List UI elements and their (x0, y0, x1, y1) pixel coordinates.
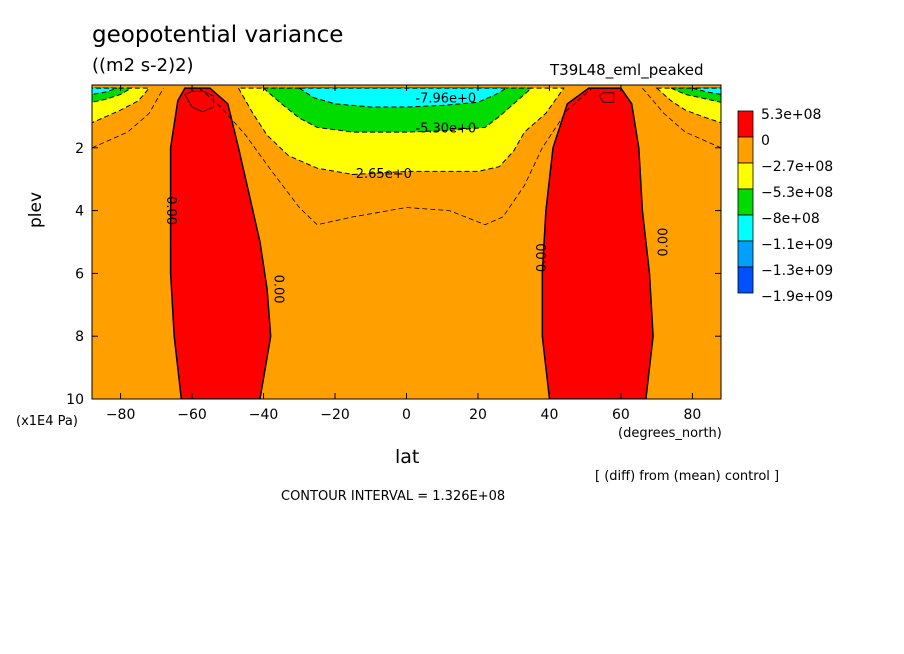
region-nh-polar-cyan (692, 87, 721, 95)
contour-label: -2.65e+0 (351, 167, 412, 182)
legend-label: −1.3e+09 (761, 263, 833, 279)
dashed-contour-1 (198, 87, 593, 226)
contour-label: 0.00 (656, 228, 671, 257)
contour-label: -5.30e+0 (415, 121, 476, 136)
contour-labels: -7.96e+0 -5.30e+0 -2.65e+0 0.00 0.00 0.00 0.00 (163, 92, 671, 304)
legend-swatch (737, 136, 754, 164)
x-axis-label: lat (395, 446, 420, 468)
legend-label: −1.1e+09 (761, 237, 833, 253)
axes: −80 −60 −40 −20 0 20 40 60 80 2 4 6 8 10 (66, 85, 721, 423)
y-tick-label: 4 (75, 204, 84, 220)
legend-swatch (737, 162, 754, 190)
diff-subtitle: [ (diff) from (mean) control ] (595, 469, 780, 484)
legend-swatch (737, 110, 754, 138)
contour-label: 0.00 (270, 275, 285, 304)
contour-label: -7.96e+0 (415, 92, 476, 107)
closed-contour-1 (598, 92, 615, 103)
region-sh-polar-cyan (92, 87, 118, 95)
colorbar-legend: 5.3e+08 0 −2.7e+08 −5.3e+08 −8e+08 −1.1e+09 −1… (737, 107, 833, 305)
y-tick-label: 6 (75, 266, 84, 282)
region-neg-cyan (297, 87, 509, 108)
x-tick-label: 20 (469, 407, 487, 423)
legend-swatch (737, 188, 754, 216)
legend-label: −1.9e+09 (761, 289, 833, 305)
y-tick-label: 10 (66, 392, 84, 408)
legend-label: −5.3e+08 (761, 185, 833, 201)
x-tick-label: 60 (612, 407, 630, 423)
chart-units: ((m2 s-2)2) (92, 55, 194, 76)
experiment-label: T39L48_eml_peaked (550, 61, 704, 79)
legend-label: −2.7e+08 (761, 159, 833, 175)
legend-swatch (737, 266, 754, 294)
x-tick-label: −40 (249, 407, 279, 423)
contour-label: 0.00 (163, 196, 178, 225)
x-tick-label: 40 (541, 407, 559, 423)
x-axis-units: (degrees_north) (618, 426, 722, 441)
region-positive-sh (169, 87, 272, 399)
legend-swatch (737, 214, 754, 242)
x-tick-label: −20 (320, 407, 350, 423)
x-tick-label: −80 (106, 407, 136, 423)
chart-title: geopotential variance (92, 22, 344, 48)
legend-swatch (737, 240, 754, 268)
contour-label: 0.00 (535, 243, 550, 272)
y-tick-label: 2 (75, 141, 84, 157)
dashed-contour-2 (642, 87, 721, 149)
y-axis-units: (x1E4 Pa) (16, 414, 78, 429)
region-positive-nh (541, 87, 654, 399)
legend-label: 5.3e+08 (761, 107, 821, 123)
plot-area (92, 85, 721, 399)
y-tick-label: 8 (75, 329, 84, 345)
dashed-contour-0 (92, 87, 164, 149)
legend-label: −8e+08 (761, 211, 820, 227)
legend-label: 0 (761, 133, 770, 149)
contour-interval: CONTOUR INTERVAL = 1.326E+08 (281, 489, 506, 504)
x-tick-label: 80 (683, 407, 701, 423)
closed-contour-0 (184, 90, 214, 113)
x-tick-label: 0 (402, 407, 411, 423)
x-tick-label: −60 (177, 407, 207, 423)
